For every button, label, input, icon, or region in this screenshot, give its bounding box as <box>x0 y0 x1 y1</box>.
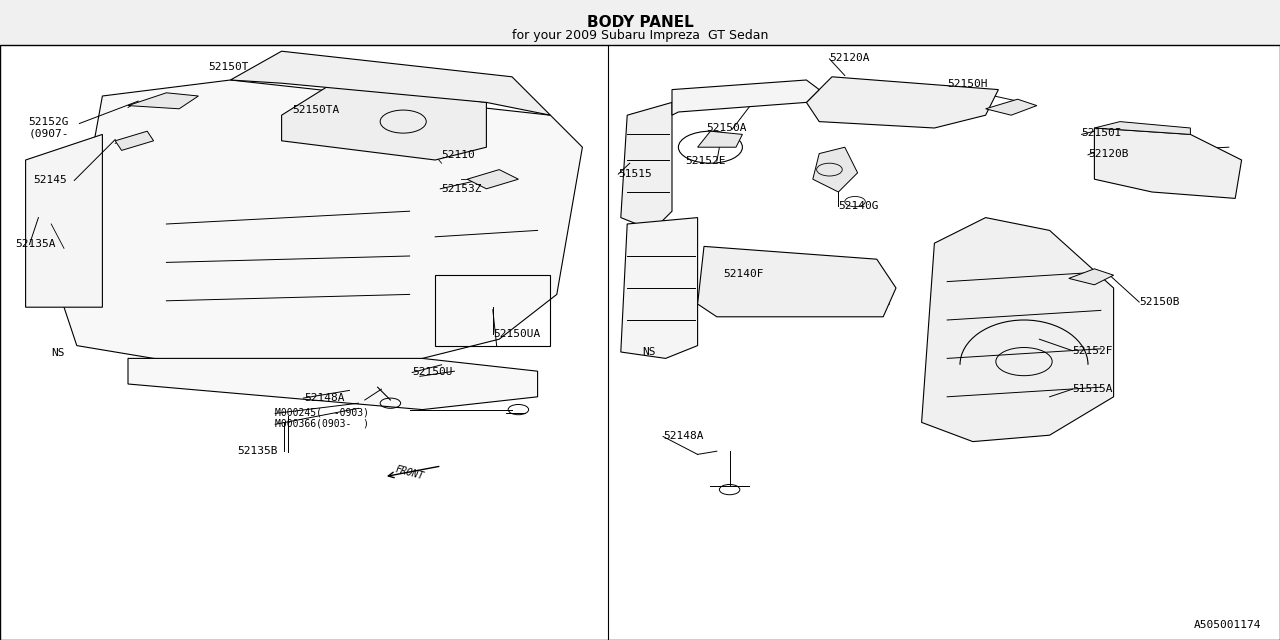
Polygon shape <box>26 134 102 307</box>
Text: NS: NS <box>643 347 657 357</box>
Polygon shape <box>1094 122 1190 134</box>
Polygon shape <box>1069 269 1114 285</box>
Text: 52153Z: 52153Z <box>442 184 483 194</box>
Polygon shape <box>672 80 819 115</box>
Text: 52140G: 52140G <box>838 201 879 211</box>
Text: 52150H: 52150H <box>947 79 988 90</box>
Polygon shape <box>64 80 582 371</box>
Text: NS: NS <box>51 348 65 358</box>
Text: 52150A: 52150A <box>707 123 748 133</box>
Polygon shape <box>813 147 858 192</box>
Polygon shape <box>698 131 742 147</box>
Text: 52148A: 52148A <box>663 431 704 442</box>
Polygon shape <box>115 131 154 150</box>
Text: 52110: 52110 <box>442 150 475 160</box>
Text: 51515A: 51515A <box>1073 384 1114 394</box>
Text: 52150UA: 52150UA <box>493 329 540 339</box>
Text: 52148A: 52148A <box>305 393 346 403</box>
Polygon shape <box>621 218 698 358</box>
Text: M000245(  -0903): M000245( -0903) <box>275 408 369 418</box>
Text: 52120B: 52120B <box>1088 148 1129 159</box>
Polygon shape <box>621 102 672 230</box>
Polygon shape <box>986 99 1037 115</box>
Text: 52150I: 52150I <box>1082 128 1123 138</box>
Polygon shape <box>282 83 486 160</box>
Text: 52150T: 52150T <box>209 62 250 72</box>
Polygon shape <box>230 51 550 115</box>
Text: 52140F: 52140F <box>723 269 764 279</box>
Text: BODY PANEL: BODY PANEL <box>586 15 694 30</box>
Polygon shape <box>467 170 518 189</box>
Text: 52150TA: 52150TA <box>292 105 339 115</box>
Polygon shape <box>922 218 1114 442</box>
Bar <box>435 275 550 346</box>
Polygon shape <box>1094 128 1242 198</box>
Text: FRONT: FRONT <box>394 465 425 482</box>
Polygon shape <box>128 358 538 410</box>
Text: 51515: 51515 <box>618 169 652 179</box>
Text: A505001174: A505001174 <box>1193 620 1261 630</box>
Text: M000366(0903-  ): M000366(0903- ) <box>275 419 369 429</box>
Text: 52152G
(0907-: 52152G (0907- <box>28 117 69 139</box>
Text: 52152E: 52152E <box>685 156 726 166</box>
Text: 52145: 52145 <box>33 175 67 186</box>
Text: 52150U: 52150U <box>412 367 453 378</box>
Text: 52135B: 52135B <box>237 446 278 456</box>
Polygon shape <box>128 93 198 109</box>
Text: 52135A: 52135A <box>15 239 56 250</box>
Text: 52150B: 52150B <box>1139 297 1180 307</box>
Polygon shape <box>698 246 896 317</box>
FancyBboxPatch shape <box>0 0 1280 45</box>
Polygon shape <box>806 77 998 128</box>
Text: for your 2009 Subaru Impreza  GT Sedan: for your 2009 Subaru Impreza GT Sedan <box>512 29 768 42</box>
Text: 52120A: 52120A <box>829 52 870 63</box>
Text: 52152F: 52152F <box>1073 346 1114 356</box>
